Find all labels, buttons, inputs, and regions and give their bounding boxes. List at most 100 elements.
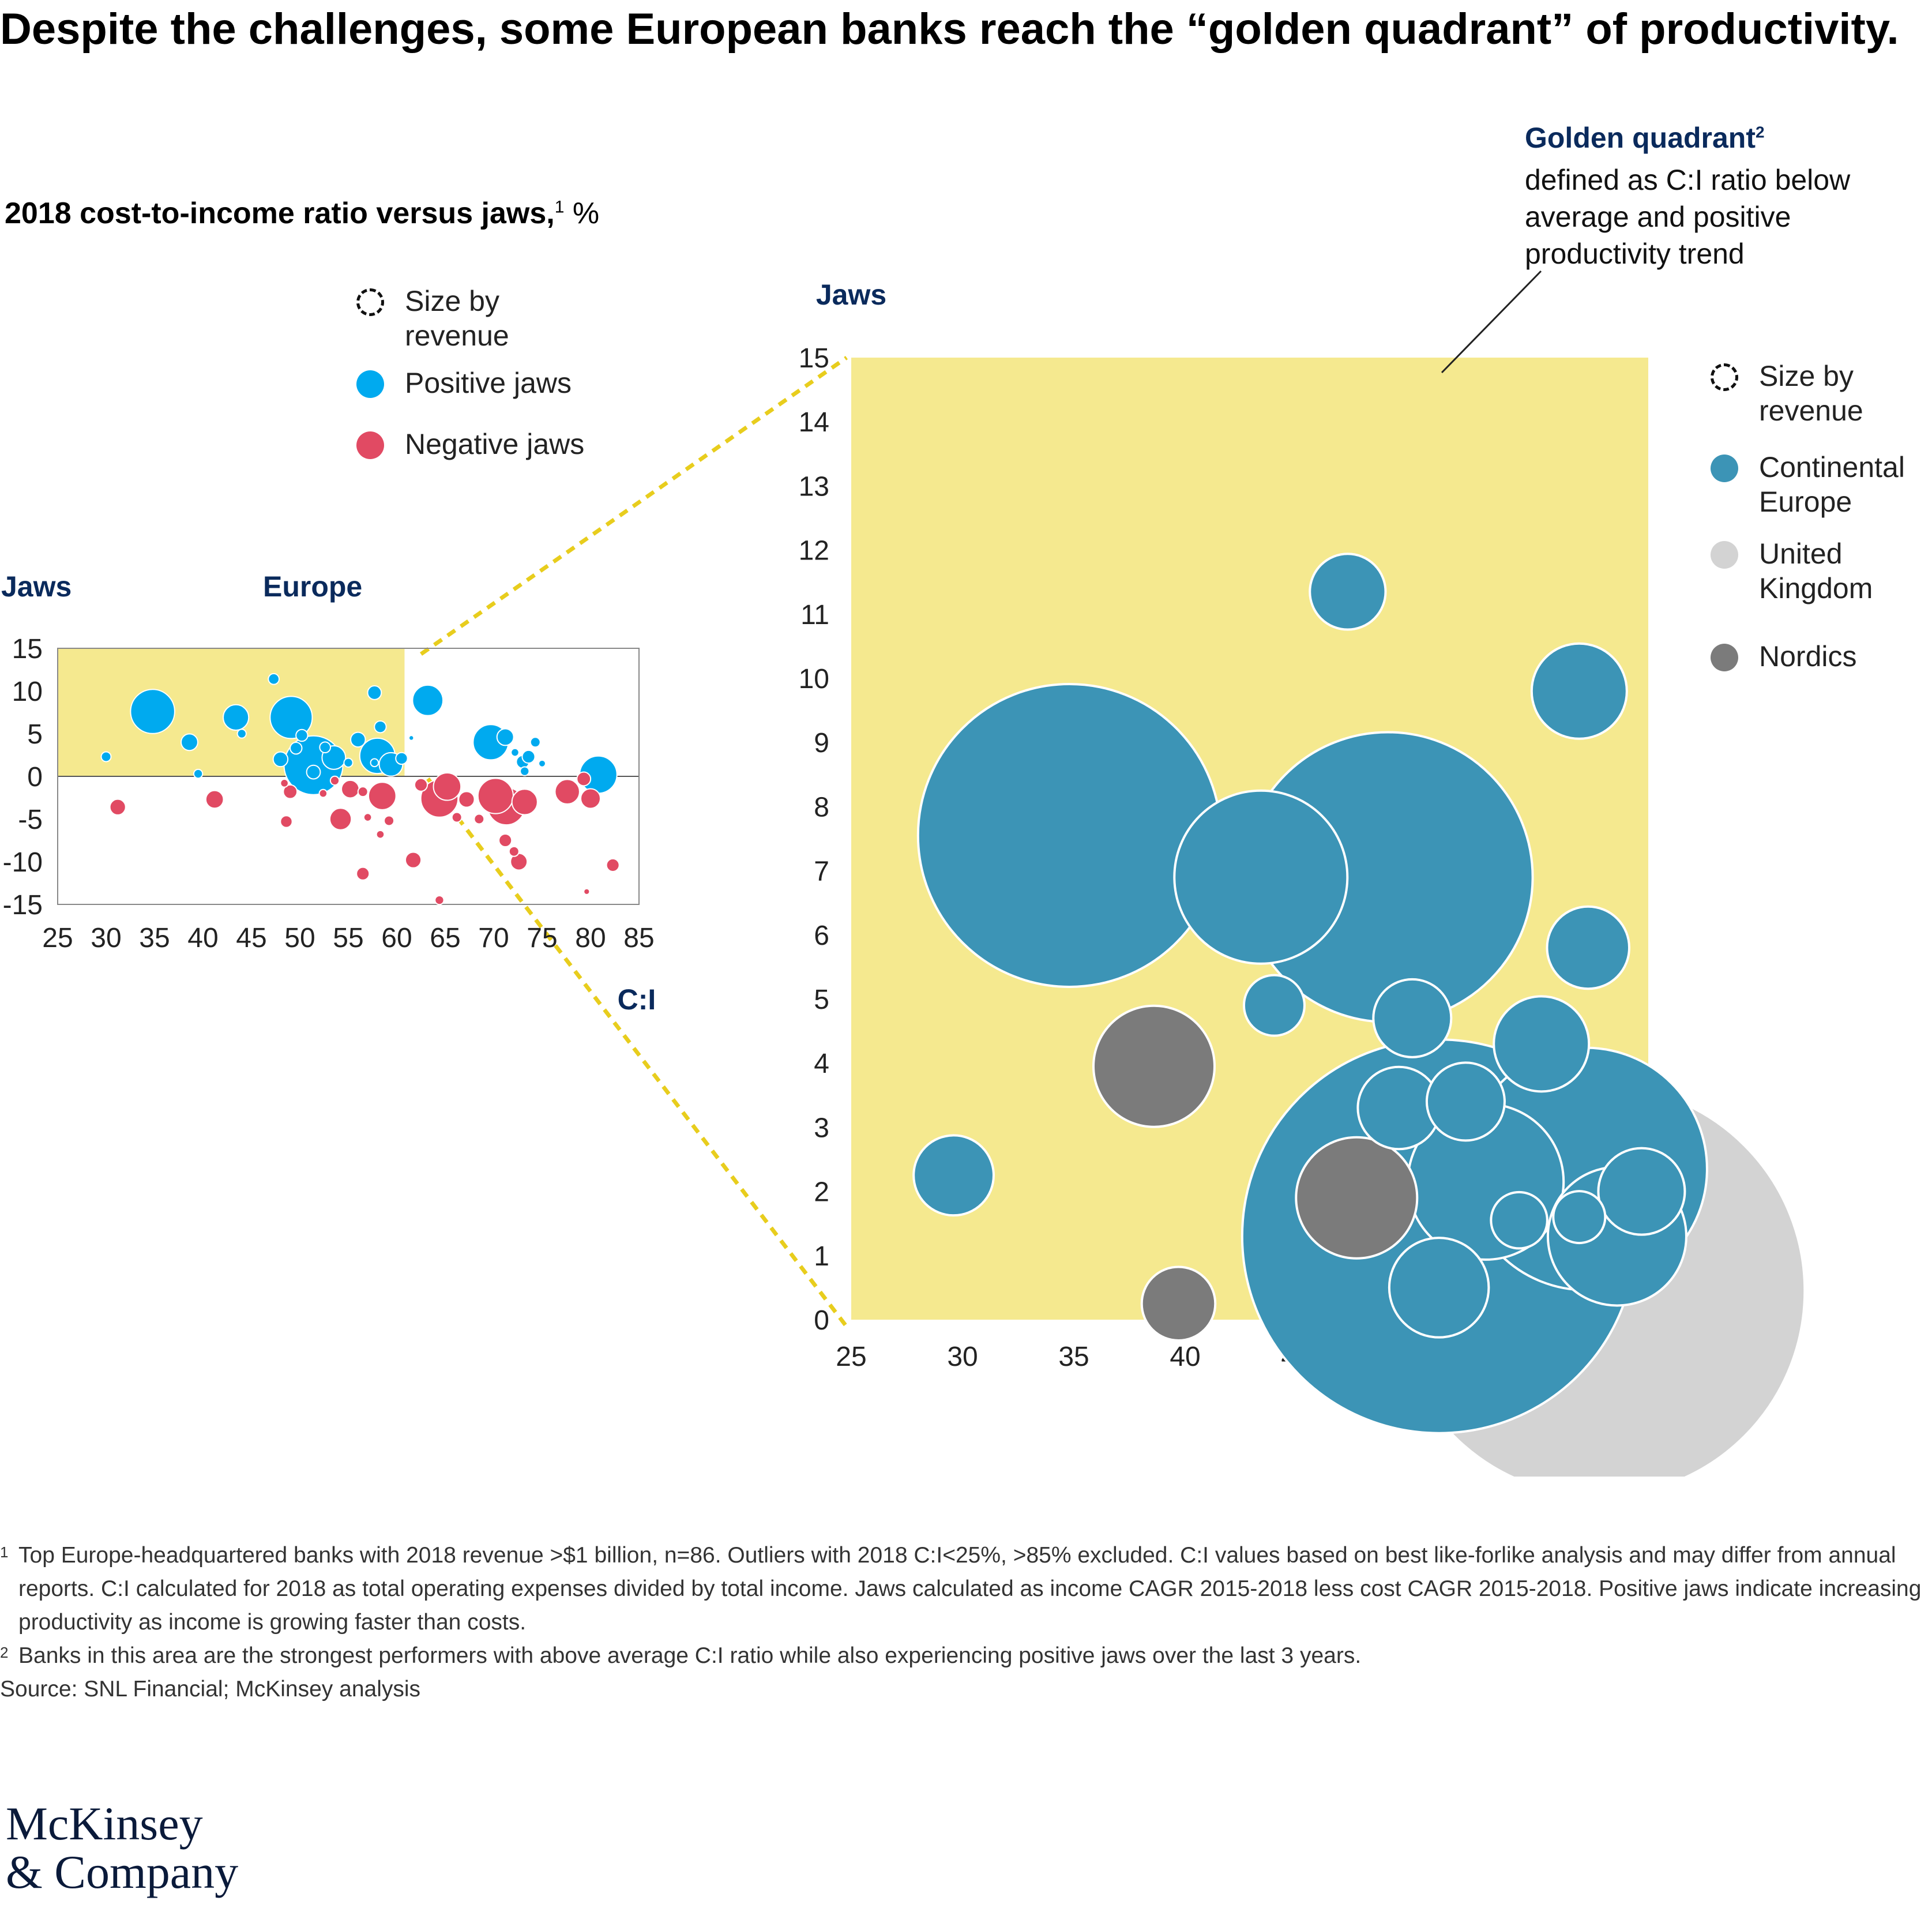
x-tick-label: 25	[836, 1342, 866, 1372]
page-title: Despite the challenges, some European ba…	[0, 5, 1899, 54]
bank-bubble	[356, 866, 370, 881]
bank-bubble	[272, 751, 289, 768]
bank-bubble	[100, 751, 112, 763]
legend-right-uk: United Kingdom	[1711, 536, 1932, 606]
bank-bubble	[280, 815, 293, 828]
legend-left-positive: Positive jaws	[356, 366, 572, 400]
golden-quadrant-description: defined as C:I ratio below average and p…	[1525, 164, 1851, 270]
bank-bubble	[912, 1134, 995, 1217]
legend-left-size-label: Size by revenue	[405, 285, 509, 352]
y-tick-label: 7	[814, 857, 829, 887]
x-tick-label: 65	[430, 923, 460, 953]
bank-bubble	[510, 748, 520, 757]
dashed-circle-icon	[1711, 363, 1738, 391]
bank-bubble	[1530, 642, 1628, 740]
x-tick-label: 70	[478, 923, 509, 953]
y-tick-label: 3	[814, 1113, 829, 1143]
bank-bubble	[477, 778, 514, 814]
golden-quadrant-footnote-ref: 2	[1756, 123, 1765, 141]
chart-subtitle: 2018 cost-to-income ratio versus jaws,1 …	[5, 196, 599, 231]
bank-bubble	[404, 851, 422, 869]
y-tick-label: -10	[3, 847, 43, 878]
y-tick-label: 0	[27, 762, 43, 793]
bank-bubble	[576, 771, 592, 787]
legend-left-size: Size by revenue	[356, 284, 578, 353]
y-tick-label: 10	[799, 664, 829, 694]
y-tick-label: 1	[814, 1241, 829, 1272]
y-tick-label: 13	[799, 471, 829, 502]
y-tick-label: 10	[12, 677, 43, 707]
legend-right-size: Size by revenue	[1711, 359, 1932, 428]
x-tick-label: 30	[947, 1342, 978, 1372]
bank-bubble	[1173, 789, 1349, 965]
bank-bubble	[583, 888, 591, 895]
bank-bubble	[290, 741, 303, 755]
nordics-dot-icon	[1711, 644, 1738, 671]
bank-bubble	[384, 815, 395, 827]
x-tick-label: 50	[284, 923, 315, 953]
golden-quadrant-title: Golden quadrant2	[1525, 121, 1765, 155]
legend-left-negative-label: Negative jaws	[405, 428, 585, 460]
bank-bubble	[395, 752, 408, 765]
bank-bubble	[1309, 553, 1387, 631]
bank-bubble	[319, 741, 332, 754]
y-tick-label: 8	[814, 792, 829, 822]
bank-bubble	[375, 829, 385, 839]
bank-bubble	[498, 833, 513, 848]
bank-bubble	[521, 749, 536, 764]
bank-bubble	[414, 778, 429, 792]
bank-bubble	[408, 735, 415, 741]
bank-bubble	[223, 704, 250, 731]
x-tick-label: 60	[381, 923, 412, 953]
x-tick-label: 40	[1170, 1342, 1200, 1372]
bank-bubble	[1140, 1265, 1217, 1342]
continental-europe-dot-icon	[1711, 455, 1738, 482]
y-tick-label: 2	[814, 1177, 829, 1208]
bank-bubble	[130, 689, 175, 734]
bank-bubble	[181, 733, 198, 752]
y-tick-label: -5	[18, 805, 43, 835]
bank-bubble	[306, 764, 321, 780]
chart-title: Europe	[263, 570, 362, 603]
bank-bubble	[433, 772, 462, 801]
y-axis-title: Jaws	[1, 570, 72, 603]
bank-bubble	[511, 788, 538, 816]
legend-right-continental: Continental Europe	[1711, 450, 1932, 519]
bank-bubble	[1092, 1004, 1216, 1128]
bank-bubble	[329, 775, 340, 786]
bank-bubble	[451, 812, 463, 823]
bank-bubble	[1490, 1190, 1548, 1250]
bank-bubble	[1493, 995, 1591, 1093]
positive-jaws-dot-icon	[356, 370, 384, 398]
y-tick-label: 14	[799, 407, 829, 438]
bank-bubble	[343, 757, 354, 768]
x-tick-label: 80	[575, 923, 606, 953]
bank-bubble	[363, 813, 373, 822]
bank-bubble	[538, 759, 546, 768]
bank-bubble	[370, 758, 379, 768]
subtitle-unit: %	[564, 197, 600, 230]
bank-bubble	[341, 779, 360, 799]
negative-jaws-dot-icon	[356, 431, 384, 459]
legend-right-continental-label: Continental Europe	[1759, 451, 1905, 518]
y-tick-label: 11	[800, 600, 829, 630]
legend-right-nordics: Nordics	[1711, 639, 1856, 674]
y-axis-title: Jaws	[816, 279, 886, 311]
footnote-1-marker: 1	[0, 1543, 9, 1561]
y-tick-label: 15	[799, 343, 829, 374]
chart-golden-quadrant: 15141312111098765432102530354045505560Ja…	[419, 270, 1806, 1477]
x-tick-label: 40	[187, 923, 218, 953]
y-tick-label: 4	[814, 1049, 829, 1079]
bank-bubble	[1425, 1061, 1506, 1142]
x-tick-label: 35	[139, 923, 170, 953]
x-axis-title: C:I	[618, 983, 656, 1016]
footnote-2-marker: 2	[0, 1644, 9, 1661]
bank-bubble	[295, 728, 309, 742]
bank-bubble	[268, 673, 280, 685]
y-tick-label: 9	[814, 728, 829, 758]
x-tick-label: 85	[623, 923, 654, 953]
bank-bubble	[1295, 1136, 1419, 1260]
bank-bubble	[280, 779, 289, 788]
bank-bubble	[520, 766, 530, 776]
